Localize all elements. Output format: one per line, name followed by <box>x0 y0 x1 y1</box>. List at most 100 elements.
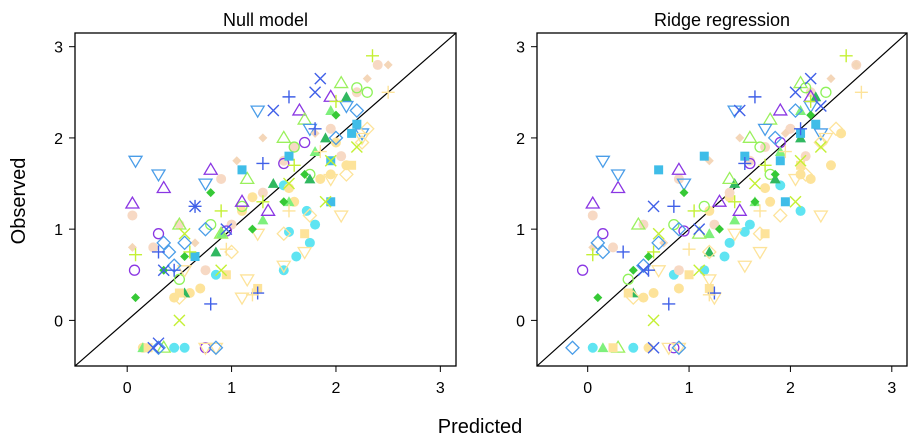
data-point <box>637 264 650 277</box>
data-point <box>811 119 821 129</box>
data-point <box>279 197 289 207</box>
data-point <box>157 264 170 277</box>
data-point <box>623 288 633 298</box>
data-point <box>208 342 224 356</box>
data-point <box>183 245 197 259</box>
data-point <box>738 156 752 170</box>
data-point <box>220 223 233 236</box>
data-point <box>654 165 664 175</box>
data-point <box>597 228 609 240</box>
data-point <box>662 297 676 311</box>
data-point <box>161 244 177 260</box>
data-point <box>854 85 868 99</box>
data-point <box>739 226 750 237</box>
data-point <box>687 204 701 218</box>
data-point <box>661 342 677 356</box>
data-point <box>721 171 738 185</box>
data-point <box>724 237 735 248</box>
data-point <box>813 210 829 224</box>
data-point <box>595 155 611 169</box>
data-point <box>304 173 316 184</box>
data-point <box>728 195 742 209</box>
data-point <box>302 208 318 223</box>
data-point <box>770 169 780 179</box>
data-point <box>826 74 836 84</box>
data-point <box>671 340 687 356</box>
data-point <box>678 225 690 237</box>
data-point <box>308 122 322 136</box>
data-point <box>702 288 716 302</box>
data-point <box>586 248 600 262</box>
data-point <box>288 141 300 153</box>
data-point <box>733 104 746 117</box>
data-point <box>752 246 768 260</box>
data-point <box>333 75 349 89</box>
data-point <box>798 166 814 182</box>
data-point <box>267 178 279 188</box>
data-point <box>257 187 268 198</box>
y-tick-label: 3 <box>54 40 63 57</box>
data-point <box>214 204 228 218</box>
data-point <box>260 203 276 216</box>
data-point <box>347 128 357 138</box>
data-point <box>732 203 748 216</box>
data-point <box>291 251 302 262</box>
x-tick-label: 1 <box>685 380 694 397</box>
data-point <box>347 160 357 170</box>
data-point <box>340 91 352 102</box>
data-point <box>693 223 706 236</box>
data-point <box>282 204 296 218</box>
data-point <box>300 169 310 179</box>
data-point <box>296 246 313 260</box>
data-point <box>276 130 292 143</box>
data-point <box>362 74 372 84</box>
data-point <box>361 86 373 98</box>
data-point <box>775 156 785 166</box>
data-point <box>239 274 255 288</box>
data-point <box>851 60 861 70</box>
data-point <box>237 165 247 175</box>
data-point <box>195 283 206 294</box>
data-point <box>216 173 227 184</box>
data-point <box>178 227 191 240</box>
data-point <box>693 264 706 277</box>
data-point <box>667 199 681 213</box>
data-point <box>354 135 370 150</box>
data-point <box>684 270 694 280</box>
data-point <box>313 145 327 159</box>
data-point <box>239 171 255 185</box>
data-point <box>804 72 817 85</box>
data-point <box>608 242 619 253</box>
data-point <box>744 219 755 230</box>
data-point <box>588 242 598 252</box>
data-point <box>197 342 214 356</box>
data-point <box>595 244 611 260</box>
data-point <box>352 119 362 129</box>
data-point <box>245 288 259 302</box>
data-point <box>643 342 654 353</box>
plot-frame <box>536 32 908 367</box>
data-point <box>810 91 822 102</box>
data-point <box>794 154 807 167</box>
data-point <box>247 224 257 234</box>
data-point <box>304 237 315 248</box>
data-point <box>767 130 783 146</box>
data-point <box>381 85 395 99</box>
data-point <box>648 288 659 299</box>
data-point <box>814 141 827 154</box>
y-tick-label: 1 <box>54 222 63 239</box>
data-point <box>673 283 684 294</box>
plot-area <box>537 33 907 366</box>
data-point <box>325 123 336 134</box>
data-point <box>587 342 598 353</box>
data-point <box>796 160 806 170</box>
data-point <box>328 130 344 146</box>
x-tick-label: 3 <box>887 380 896 397</box>
data-point <box>333 210 349 224</box>
data-point <box>129 248 143 262</box>
data-point <box>131 293 141 303</box>
data-point <box>703 228 715 239</box>
data-point <box>795 205 806 216</box>
data-point <box>267 104 280 117</box>
data-point <box>647 314 660 327</box>
